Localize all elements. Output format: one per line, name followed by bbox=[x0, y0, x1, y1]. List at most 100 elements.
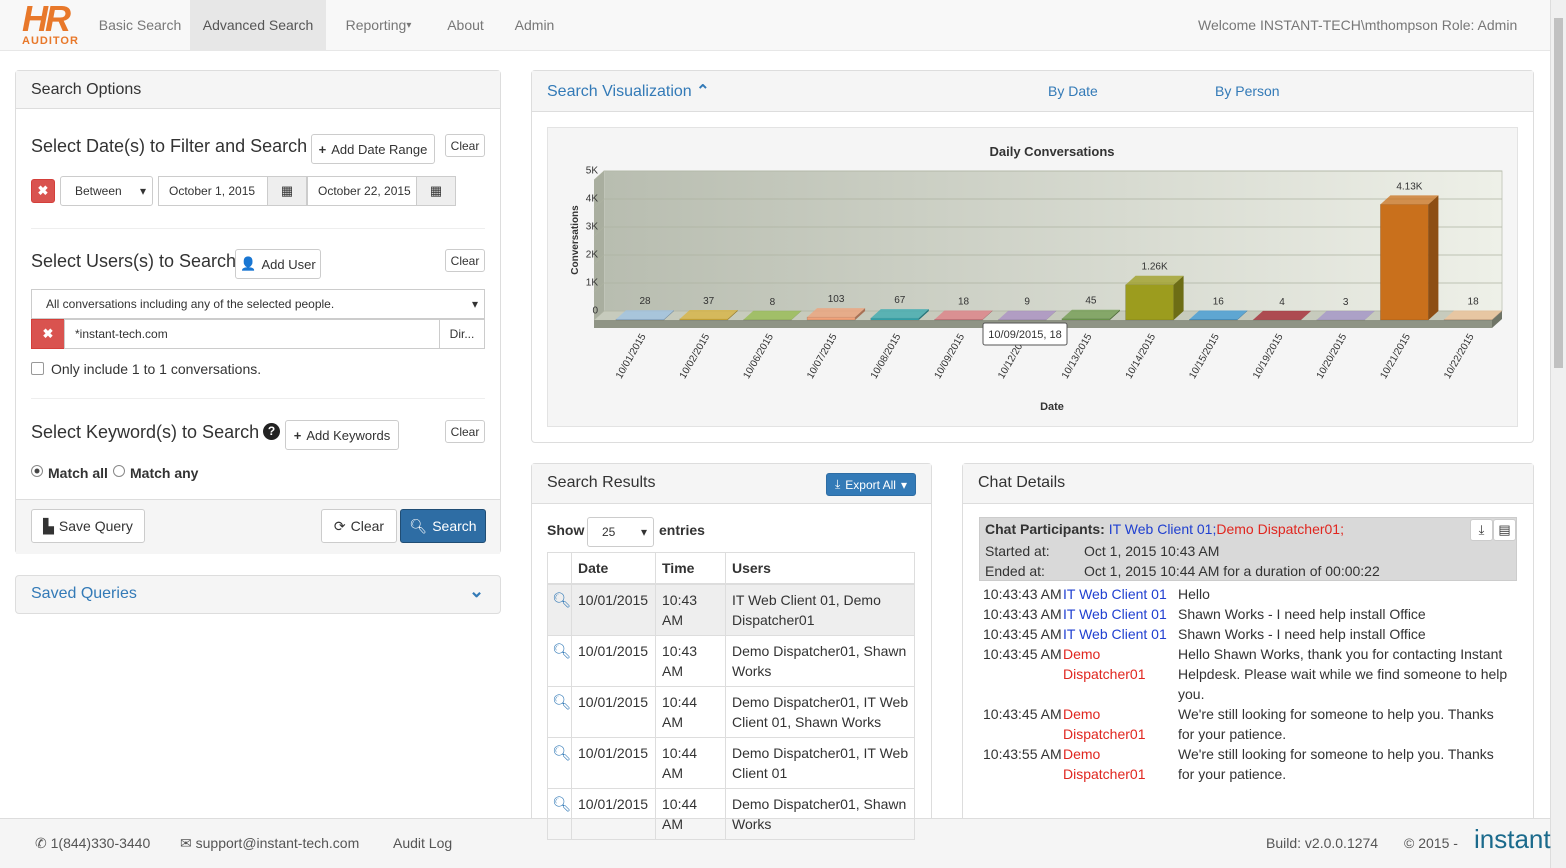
select-value: Between bbox=[75, 184, 122, 198]
export-button[interactable]: ⤓ Export All ▾ bbox=[826, 473, 916, 496]
directory-button[interactable]: Dir... bbox=[439, 319, 485, 349]
bar-side bbox=[1109, 309, 1120, 320]
table-row[interactable] bbox=[547, 585, 915, 636]
bar-top bbox=[1380, 195, 1439, 205]
bar-front bbox=[679, 318, 728, 321]
divider bbox=[31, 228, 485, 229]
column-header[interactable]: Time bbox=[655, 552, 725, 585]
bar-side bbox=[1364, 310, 1375, 320]
add-user-button[interactable]: 👤 Add User bbox=[235, 249, 321, 279]
x-tick-label: 10/07/2015 bbox=[805, 332, 840, 381]
decoration: + bbox=[293, 427, 302, 443]
nav-item[interactable]: Basic Search bbox=[90, 0, 190, 50]
message: 10:43:45 AM Demo Dispatcher01 Hello Shawn … bbox=[983, 644, 1513, 704]
panel-heading bbox=[963, 464, 1533, 504]
value-label: 4 bbox=[1279, 297, 1285, 308]
view-icon[interactable]: 🔍︎ bbox=[552, 592, 572, 609]
page-size-select[interactable]: 25 ▾ bbox=[587, 517, 654, 547]
ended-value: Oct 1, 2015 10:44 AM for a duration of 0… bbox=[1084, 563, 1380, 579]
help-icon[interactable]: ? bbox=[263, 423, 280, 440]
message-text: Shawn Works - I need help install Office bbox=[1178, 626, 1426, 642]
value-label: 4.13K bbox=[1396, 181, 1422, 192]
view-icon[interactable]: 🔍︎ bbox=[552, 796, 572, 813]
bar bbox=[679, 309, 738, 321]
table-row[interactable] bbox=[547, 687, 915, 738]
add-keywords-button[interactable]: + Add Keywords bbox=[285, 420, 399, 450]
nav-item[interactable]: Admin bbox=[500, 0, 569, 50]
column-header[interactable]: Users bbox=[725, 552, 915, 585]
x-tick-label: 10/09/2015 bbox=[933, 332, 968, 381]
visualization-title[interactable]: Search Visualization ⌃ bbox=[547, 81, 710, 101]
remove-button[interactable]: ✖ bbox=[31, 179, 55, 203]
date-to[interactable]: October 22, 2015 bbox=[307, 176, 417, 206]
view-icon[interactable]: 🔍︎ bbox=[552, 745, 572, 762]
message: 10:43:55 AM Demo Dispatcher01 We're still … bbox=[983, 744, 1513, 784]
date-from[interactable]: October 1, 2015 bbox=[158, 176, 268, 206]
user-input[interactable]: *instant-tech.com bbox=[64, 319, 440, 349]
decoration: ✆ bbox=[35, 835, 51, 851]
message: 10:43:43 AM IT Web Client 01 Hello bbox=[983, 584, 1513, 604]
clear-button[interactable]: Clear bbox=[445, 420, 485, 443]
bar-front bbox=[1443, 319, 1493, 321]
messages: 10:43:43 AM IT Web Client 01 Hello 10:43:43… bbox=[983, 584, 1513, 818]
save-query-button[interactable]: ▙ Save Query bbox=[31, 509, 145, 543]
table-cell: 10:44 AM bbox=[655, 687, 725, 738]
checkbox[interactable] bbox=[31, 362, 44, 375]
saved-queries-panel[interactable] bbox=[15, 575, 501, 614]
tooltip-box bbox=[982, 322, 1068, 346]
value-label: 9 bbox=[1024, 297, 1030, 308]
saved-queries-title[interactable]: Saved Queries bbox=[31, 585, 137, 602]
column-header[interactable]: Date bbox=[571, 552, 655, 585]
email[interactable]: ✉ support@instant-tech.com bbox=[180, 835, 359, 852]
message: 10:43:45 AM Demo Dispatcher01 We're still … bbox=[983, 704, 1513, 744]
scroll-thumb[interactable] bbox=[1554, 18, 1563, 368]
message-text: Hello Shawn Works, thank you for contact… bbox=[1178, 646, 1508, 702]
calendar-button[interactable]: ▦ bbox=[416, 176, 456, 206]
nav-item[interactable]: About bbox=[431, 0, 500, 50]
message-time: 10:43:43 AM bbox=[983, 586, 1062, 602]
calendar-button[interactable]: ▦ bbox=[267, 176, 307, 206]
document-button[interactable]: ▤ bbox=[1493, 519, 1516, 541]
remove-button[interactable]: ✖ bbox=[31, 319, 65, 349]
mode-select[interactable]: All conversations including any of the s… bbox=[31, 289, 485, 319]
nav-item[interactable]: Reporting ▾ bbox=[326, 0, 431, 50]
bar-front bbox=[806, 316, 856, 321]
table-cell: 10/01/2015 bbox=[571, 738, 655, 789]
value-label: 8 bbox=[770, 297, 776, 308]
footer bbox=[0, 818, 1550, 868]
view-icon[interactable]: 🔍︎ bbox=[552, 694, 572, 711]
table-cell: 10/01/2015 bbox=[571, 585, 655, 636]
radio-label: Match all bbox=[48, 465, 108, 481]
table-row[interactable] bbox=[547, 636, 915, 687]
show-label: Show bbox=[547, 522, 585, 538]
tab[interactable]: By Date bbox=[1048, 83, 1098, 99]
operator-select[interactable]: Between ▾ bbox=[60, 176, 153, 206]
table-cell: 10:43 AM bbox=[655, 636, 725, 687]
grid-line bbox=[593, 198, 605, 209]
add-date-button[interactable]: + Add Date Range bbox=[311, 134, 435, 164]
value-label: 37 bbox=[703, 296, 715, 307]
radio[interactable] bbox=[113, 465, 125, 477]
bar-top bbox=[870, 309, 929, 319]
view-icon[interactable]: 🔍︎ bbox=[552, 643, 572, 660]
x-tick-label: 10/15/2015 bbox=[1187, 332, 1222, 381]
table-row[interactable] bbox=[547, 738, 915, 789]
logo-top[interactable]: HR bbox=[22, 0, 71, 39]
x-tick-label: 10/06/2015 bbox=[741, 332, 776, 381]
search-button[interactable]: 🔍︎ Search bbox=[400, 509, 486, 543]
clear-button[interactable]: Clear bbox=[445, 249, 485, 272]
table-row[interactable] bbox=[547, 789, 915, 840]
download-button[interactable]: ⤓ bbox=[1470, 519, 1493, 541]
bar bbox=[1125, 275, 1184, 321]
audit-log[interactable]: Audit Log bbox=[393, 835, 453, 851]
clear-button[interactable]: Clear bbox=[445, 134, 485, 157]
tab[interactable]: By Person bbox=[1215, 83, 1280, 99]
message-from: IT Web Client 01 bbox=[1063, 606, 1167, 622]
radio[interactable] bbox=[31, 465, 43, 477]
clear-button[interactable]: ⟳ Clear bbox=[321, 509, 397, 543]
message-time: 10:43:45 AM bbox=[983, 646, 1062, 662]
chevron[interactable]: ⌄ bbox=[469, 581, 485, 601]
nav-item[interactable]: Advanced Search bbox=[190, 0, 326, 50]
decoration: ▾ bbox=[471, 297, 478, 311]
x-tick-label: 10/22/2015 bbox=[1442, 332, 1477, 381]
